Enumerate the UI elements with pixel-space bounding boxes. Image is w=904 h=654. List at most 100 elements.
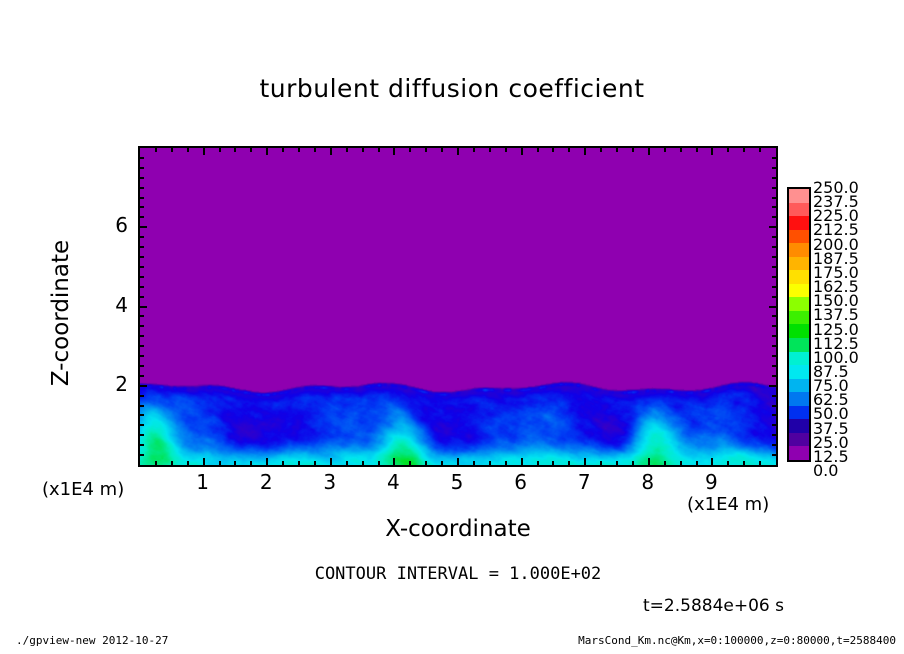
colorbar [787, 187, 811, 462]
y-tick [140, 364, 144, 367]
y-tick-right [772, 394, 776, 397]
colorbar-band [789, 270, 809, 284]
y-tick-right [772, 196, 776, 199]
y-tick-right [772, 285, 776, 288]
x-tick-label: 1 [196, 470, 209, 494]
x-tick [647, 458, 650, 465]
y-tick [140, 414, 144, 417]
x-tick [727, 461, 730, 465]
x-tick [393, 458, 396, 465]
y-tick-right [772, 315, 776, 318]
x-tick [345, 461, 348, 465]
y-tick [140, 295, 144, 298]
x-tick-top [329, 148, 332, 155]
y-tick-right [772, 216, 776, 219]
colorbar-label: 187.5 [813, 248, 859, 268]
y-tick [140, 394, 144, 397]
x-tick-top [663, 148, 666, 152]
x-axis-title: X-coordinate [385, 516, 531, 542]
y-tick-right [772, 325, 776, 328]
x-tick [298, 461, 300, 465]
y-tick [140, 216, 144, 219]
colorbar-band [789, 189, 809, 203]
x-tick [409, 461, 412, 465]
x-tick-top [616, 148, 618, 152]
colorbar-label: 75.0 [813, 376, 849, 396]
x-tick [377, 461, 380, 465]
colorbar-label: 112.5 [813, 333, 859, 353]
colorbar-label: 150.0 [813, 291, 859, 311]
colorbar-label: 25.0 [813, 432, 849, 452]
contour-interval-label: CONTOUR INTERVAL = 1.000E+02 [314, 564, 602, 584]
x-tick [250, 461, 253, 465]
x-tick [552, 461, 555, 465]
x-tick-top [409, 148, 412, 152]
y-tick [140, 236, 144, 239]
x-tick-top [568, 148, 571, 152]
y-tick-right [772, 255, 776, 258]
colorbar-label: 162.5 [813, 277, 859, 297]
x-tick-top [759, 148, 762, 152]
colorbar-band [789, 351, 809, 366]
x-tick [266, 458, 269, 465]
colorbar-label: 37.5 [813, 418, 849, 438]
y-tick-right [772, 246, 776, 249]
y-tick-right [772, 364, 776, 367]
x-tick [711, 458, 714, 465]
x-tick [472, 461, 475, 465]
x-tick-top [393, 148, 396, 155]
x-tick-top [679, 148, 682, 152]
x-tick [488, 461, 491, 465]
x-tick [154, 461, 157, 465]
y-tick-right [772, 335, 776, 338]
x-tick-top [361, 148, 364, 152]
x-tick [329, 458, 332, 465]
x-tick-top [234, 148, 237, 152]
x-tick-top [441, 148, 444, 152]
x-tick-label: 8 [641, 470, 655, 494]
colorbar-band [789, 446, 809, 460]
contour-plot-area [138, 146, 778, 467]
colorbar-band [789, 297, 809, 311]
x-tick [170, 461, 173, 465]
colorbar-band [789, 392, 809, 406]
x-tick [361, 461, 364, 465]
x-tick-top [727, 148, 730, 152]
y-tick [140, 255, 144, 258]
x-tick-top [600, 148, 603, 152]
y-tick [140, 275, 144, 278]
x-tick-top [472, 148, 475, 152]
colorbar-label: 12.5 [813, 446, 849, 466]
y-tick [140, 226, 147, 229]
x-tick [202, 458, 205, 465]
y-tick [140, 384, 147, 387]
colorbar-band [789, 216, 809, 230]
x-tick [282, 461, 285, 465]
x-tick-top [488, 148, 491, 152]
x-tick [457, 458, 459, 465]
x-tick-label: 6 [514, 470, 527, 494]
colorbar-band [789, 324, 809, 339]
x-tick-top [631, 148, 634, 152]
colorbar-label: 0.0 [813, 461, 839, 480]
y-axis-title: Z-coordinate [48, 239, 74, 387]
y-tick-right [772, 414, 776, 417]
colorbar-band [789, 202, 809, 217]
y-tick [140, 434, 144, 437]
y-tick [140, 355, 144, 358]
colorbar-band [789, 283, 809, 298]
y-tick-right [772, 166, 776, 169]
x-tick-top [457, 148, 459, 155]
y-tick [140, 285, 144, 288]
y-tick [140, 186, 144, 189]
colorbar-tick-labels: 250.0 237.5 225.0 212.5 200.0 187.5 175.0 162.5… [813, 180, 893, 479]
x-tick-label: 4 [387, 470, 400, 494]
y-tick-right [772, 265, 776, 268]
y-tick-label: 6 [115, 213, 128, 238]
x-tick-label: 9 [705, 470, 718, 494]
y-tick [140, 345, 144, 348]
colorbar-band [789, 378, 809, 393]
y-tick [140, 265, 144, 268]
colorbar-label: 87.5 [813, 361, 849, 381]
y-tick-right [772, 374, 776, 377]
